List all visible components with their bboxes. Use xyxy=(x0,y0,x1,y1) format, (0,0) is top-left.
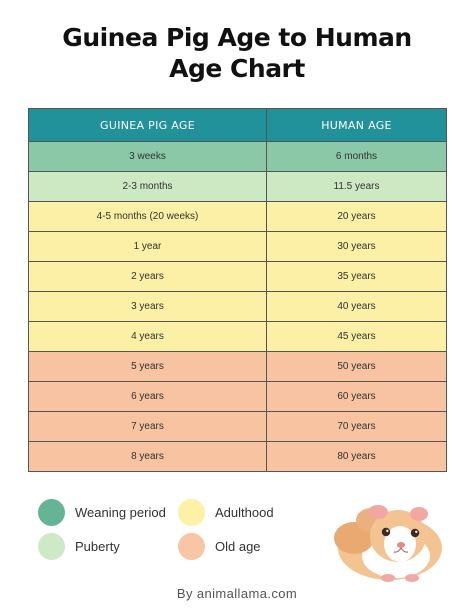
table-row: 3 weeks 6 months xyxy=(28,141,447,172)
puberty-swatch-icon xyxy=(38,532,65,560)
table-row: 4-5 months (20 weeks) 20 years xyxy=(28,201,447,232)
legend-label: Old age xyxy=(215,538,261,554)
human-age-cell: 30 years xyxy=(266,231,447,262)
guinea-pig-age-cell: 8 years xyxy=(28,441,267,472)
age-chart-table: GUINEA PIG AGE HUMAN AGE 3 weeks 6 month… xyxy=(28,108,447,472)
legend-item-old-age: Old age xyxy=(178,531,261,561)
column-header-guinea-pig-age: GUINEA PIG AGE xyxy=(28,108,267,142)
table-row: 3 years 40 years xyxy=(28,291,447,322)
guinea-pig-age-cell: 4-5 months (20 weeks) xyxy=(28,201,267,232)
table-row: 2 years 35 years xyxy=(28,261,447,292)
guinea-pig-age-cell: 7 years xyxy=(28,411,267,442)
adulthood-swatch-icon xyxy=(178,498,205,526)
weaning-swatch-icon xyxy=(38,498,65,526)
guinea-pig-age-cell: 6 years xyxy=(28,381,267,412)
page-title: Guinea Pig Age to Human Age Chart xyxy=(0,22,474,84)
human-age-cell: 50 years xyxy=(266,351,447,382)
old-age-swatch-icon xyxy=(178,532,205,560)
human-age-cell: 80 years xyxy=(266,441,447,472)
page-title-line-1: Guinea Pig Age to Human xyxy=(62,23,412,52)
guinea-pig-age-cell: 2 years xyxy=(28,261,267,292)
human-age-cell: 11.5 years xyxy=(266,171,447,202)
legend-item-weaning: Weaning period xyxy=(38,497,166,527)
table-row: 8 years 80 years xyxy=(28,441,447,472)
table-row: 2-3 months 11.5 years xyxy=(28,171,447,202)
guinea-pig-age-cell: 5 years xyxy=(28,351,267,382)
table-row: 4 years 45 years xyxy=(28,321,447,352)
legend-item-puberty: Puberty xyxy=(38,531,120,561)
guinea-pig-age-cell: 3 years xyxy=(28,291,267,322)
human-age-cell: 6 months xyxy=(266,141,447,172)
table-row: 7 years 70 years xyxy=(28,411,447,442)
column-header-human-age: HUMAN AGE xyxy=(266,108,447,142)
table-row: 5 years 50 years xyxy=(28,351,447,382)
page-title-line-2: Age Chart xyxy=(169,54,305,83)
guinea-pig-age-cell: 3 weeks xyxy=(28,141,267,172)
human-age-cell: 35 years xyxy=(266,261,447,292)
human-age-cell: 20 years xyxy=(266,201,447,232)
guinea-pig-age-cell: 4 years xyxy=(28,321,267,352)
guinea-pig-age-cell: 1 year xyxy=(28,231,267,262)
table-row: 1 year 30 years xyxy=(28,231,447,262)
guinea-pig-illustration-icon xyxy=(334,505,442,582)
legend-label: Puberty xyxy=(75,538,120,554)
legend-item-adulthood: Adulthood xyxy=(178,497,274,527)
table-body: 3 weeks 6 months 2-3 months 11.5 years 4… xyxy=(28,141,447,472)
guinea-pig-age-cell: 2-3 months xyxy=(28,171,267,202)
human-age-cell: 70 years xyxy=(266,411,447,442)
human-age-cell: 45 years xyxy=(266,321,447,352)
legend-label: Adulthood xyxy=(215,504,274,520)
credit-text: By animallama.com xyxy=(176,586,298,601)
legend-label: Weaning period xyxy=(75,504,166,520)
table-row: 6 years 60 years xyxy=(28,381,447,412)
human-age-cell: 40 years xyxy=(266,291,447,322)
table-header-row: GUINEA PIG AGE HUMAN AGE xyxy=(28,108,447,142)
human-age-cell: 60 years xyxy=(266,381,447,412)
